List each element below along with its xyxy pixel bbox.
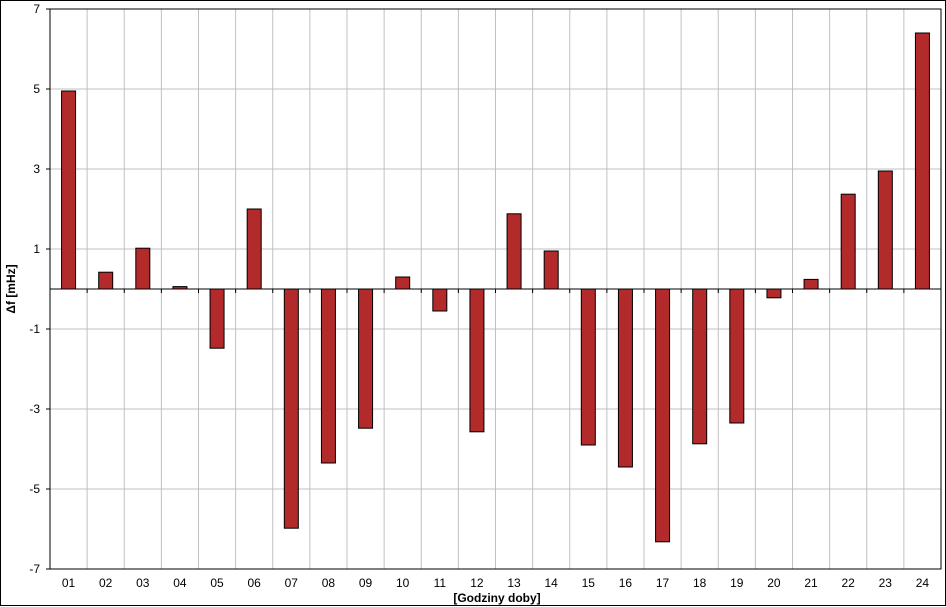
bar-16 [617,288,633,468]
x-tick-label: 04 [173,576,187,590]
bar-11 [432,288,448,312]
y-axis-label: Δf [mHz] [4,264,18,313]
x-tick-label: 08 [322,576,336,590]
x-tick-label: 18 [693,576,707,590]
bar-18 [692,288,708,445]
x-tick-label: 21 [804,576,818,590]
x-tick-label: 12 [470,576,484,590]
bar-10 [395,276,411,290]
bar-07 [283,288,299,529]
y-tick-label: 5 [33,82,40,96]
x-tick-label: 05 [210,576,224,590]
x-tick-label: 23 [879,576,893,590]
bar-05 [209,288,225,349]
bar-22 [840,193,856,290]
x-tick-label: 19 [730,576,744,590]
bar-03 [135,247,151,290]
x-tick-label: 20 [767,576,781,590]
axes [46,8,942,570]
x-tick-label: 22 [842,576,856,590]
x-tick-label: 14 [545,576,559,590]
x-axis-label: [Godziny doby] [453,591,540,605]
bar-23 [877,170,893,290]
bar-06 [246,208,262,290]
bar-02 [98,271,114,290]
x-tick-label: 24 [916,576,930,590]
x-tick-label: 09 [359,576,373,590]
y-tick-labels: 7 5 3 1 -1 -3 -5 -7 [29,2,40,576]
bars [61,32,930,543]
x-tick-label: 06 [248,576,262,590]
bar-01 [61,90,77,290]
bar-15 [580,288,596,446]
x-tick-label: 13 [507,576,521,590]
x-tick-label: 15 [582,576,596,590]
x-tick-labels: 01 02 03 04 05 06 07 08 09 10 11 12 13 14 15 16 17 18 19 20… [62,576,930,590]
bar-08 [320,288,336,464]
y-tick-label: -1 [29,322,40,336]
bar-20 [766,288,782,299]
bar-12 [469,288,485,433]
y-tick-label: -7 [29,562,40,576]
y-tick-label: -5 [29,482,40,496]
bar-09 [358,288,374,429]
bar-14 [543,250,559,290]
bar-21 [803,278,819,290]
bar-17 [655,288,671,543]
x-tick-label: 03 [136,576,150,590]
x-tick-label: 10 [396,576,410,590]
x-tick-label: 01 [62,576,76,590]
y-tick-label: 7 [33,2,40,16]
x-tick-label: 11 [434,576,447,590]
x-tick-label: 16 [619,576,633,590]
bar-19 [729,288,745,424]
x-tick-label: 07 [285,576,299,590]
y-tick-label: -3 [29,402,40,416]
y-tick-label: 1 [33,242,40,256]
bar-24 [914,32,930,290]
bar-13 [506,213,522,290]
x-tick-label: 17 [656,576,670,590]
y-tick-label: 3 [33,162,40,176]
x-tick-label: 02 [99,576,113,590]
